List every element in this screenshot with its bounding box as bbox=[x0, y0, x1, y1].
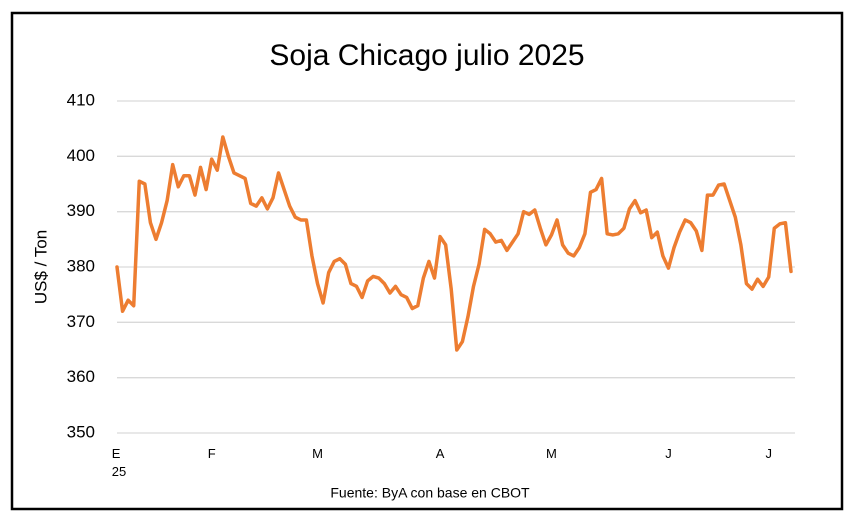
y-tick-label: 370 bbox=[67, 312, 95, 331]
y-tick-label: 360 bbox=[67, 367, 95, 386]
chart-border bbox=[10, 11, 844, 511]
data-line bbox=[115, 135, 793, 352]
y-axis-label: US$ / Ton bbox=[31, 230, 50, 304]
y-tick-label: 350 bbox=[67, 422, 95, 441]
x-tick-label: J bbox=[665, 446, 672, 461]
y-tick-label: 410 bbox=[67, 90, 95, 109]
x-tick-label: E 25 bbox=[111, 446, 127, 479]
x-tick-label: A bbox=[435, 446, 445, 461]
x-tick-label: M bbox=[546, 446, 557, 461]
x-tick-label: M bbox=[312, 446, 323, 461]
y-tick-label: 400 bbox=[67, 146, 95, 165]
x-tick-label: F bbox=[207, 446, 216, 461]
chart-title: Soja Chicago julio 2025 bbox=[269, 39, 584, 72]
x-tick-label: J bbox=[765, 446, 772, 461]
source-note: Fuente: ByA con base en CBOT bbox=[330, 485, 530, 501]
y-tick-label: 380 bbox=[67, 256, 95, 275]
y-tick-label: 390 bbox=[67, 201, 95, 220]
